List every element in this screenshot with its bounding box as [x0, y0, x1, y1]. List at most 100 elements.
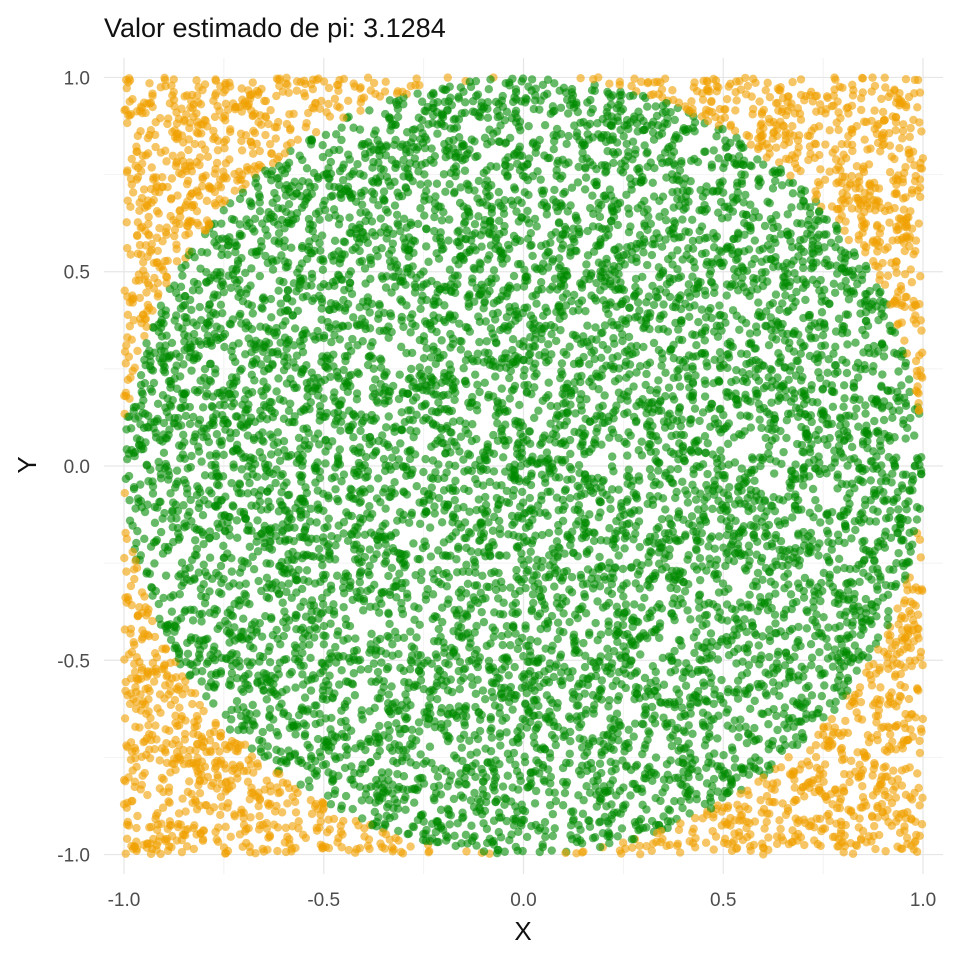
point-inside-circle	[472, 435, 480, 443]
point-outside-circle	[171, 696, 179, 704]
point-inside-circle	[408, 349, 416, 357]
point-inside-circle	[815, 648, 823, 656]
point-inside-circle	[179, 431, 187, 439]
point-outside-circle	[710, 845, 718, 853]
point-inside-circle	[705, 554, 713, 562]
point-inside-circle	[485, 251, 493, 259]
point-inside-circle	[227, 715, 235, 723]
point-outside-circle	[732, 96, 740, 104]
point-inside-circle	[396, 664, 404, 672]
point-inside-circle	[530, 414, 538, 422]
point-inside-circle	[800, 248, 808, 256]
point-inside-circle	[256, 207, 264, 215]
point-inside-circle	[678, 478, 686, 486]
point-inside-circle	[175, 294, 183, 302]
point-inside-circle	[396, 295, 404, 303]
point-outside-circle	[859, 88, 867, 96]
point-inside-circle	[566, 494, 574, 502]
point-inside-circle	[401, 579, 409, 587]
point-inside-circle	[496, 525, 504, 533]
point-inside-circle	[878, 370, 886, 378]
point-inside-circle	[476, 653, 484, 661]
point-inside-circle	[491, 372, 499, 380]
point-inside-circle	[844, 251, 852, 259]
point-inside-circle	[764, 449, 772, 457]
point-inside-circle	[573, 701, 581, 709]
point-inside-circle	[259, 392, 267, 400]
point-inside-circle	[823, 369, 831, 377]
point-inside-circle	[427, 552, 435, 560]
point-outside-circle	[336, 103, 344, 111]
point-inside-circle	[514, 608, 522, 616]
point-outside-circle	[916, 536, 924, 544]
point-inside-circle	[837, 282, 845, 290]
point-inside-circle	[622, 600, 630, 608]
point-inside-circle	[624, 428, 632, 436]
point-inside-circle	[518, 673, 526, 681]
point-inside-circle	[671, 666, 679, 674]
point-inside-circle	[316, 246, 324, 254]
point-inside-circle	[892, 559, 900, 567]
point-inside-circle	[831, 289, 839, 297]
point-inside-circle	[885, 565, 893, 573]
point-inside-circle	[794, 671, 802, 679]
point-outside-circle	[136, 127, 144, 135]
point-outside-circle	[133, 812, 141, 820]
point-inside-circle	[543, 210, 551, 218]
point-inside-circle	[765, 653, 773, 661]
point-inside-circle	[469, 593, 477, 601]
point-inside-circle	[175, 441, 183, 449]
point-inside-circle	[420, 196, 428, 204]
point-outside-circle	[123, 166, 131, 174]
point-inside-circle	[473, 152, 481, 160]
point-inside-circle	[265, 365, 273, 373]
point-inside-circle	[420, 759, 428, 767]
point-inside-circle	[456, 735, 464, 743]
point-inside-circle	[618, 824, 626, 832]
point-inside-circle	[132, 539, 140, 547]
point-inside-circle	[366, 308, 374, 316]
point-outside-circle	[889, 786, 897, 794]
point-inside-circle	[495, 828, 503, 836]
point-inside-circle	[353, 160, 361, 168]
point-inside-circle	[409, 539, 417, 547]
point-inside-circle	[668, 188, 676, 196]
point-inside-circle	[632, 490, 640, 498]
point-outside-circle	[906, 124, 914, 132]
point-inside-circle	[713, 734, 721, 742]
point-outside-circle	[141, 700, 149, 708]
point-outside-circle	[163, 183, 171, 191]
point-inside-circle	[377, 356, 385, 364]
point-inside-circle	[458, 743, 466, 751]
point-inside-circle	[661, 392, 669, 400]
point-outside-circle	[249, 149, 257, 157]
point-inside-circle	[799, 481, 807, 489]
point-inside-circle	[758, 632, 766, 640]
point-inside-circle	[198, 677, 206, 685]
point-inside-circle	[852, 404, 860, 412]
point-outside-circle	[756, 796, 764, 804]
point-inside-circle	[713, 556, 721, 564]
point-inside-circle	[358, 761, 366, 769]
point-inside-circle	[799, 735, 807, 743]
point-inside-circle	[597, 769, 605, 777]
point-outside-circle	[344, 97, 352, 105]
point-inside-circle	[666, 410, 674, 418]
point-outside-circle	[630, 75, 638, 83]
point-outside-circle	[326, 825, 334, 833]
point-outside-circle	[291, 798, 299, 806]
point-outside-circle	[892, 269, 900, 277]
point-outside-circle	[326, 112, 334, 120]
point-inside-circle	[501, 848, 509, 856]
point-inside-circle	[566, 750, 574, 758]
point-inside-circle	[385, 690, 393, 698]
point-inside-circle	[764, 606, 772, 614]
point-inside-circle	[899, 536, 907, 544]
point-outside-circle	[126, 373, 134, 381]
point-inside-circle	[620, 608, 628, 616]
point-inside-circle	[178, 559, 186, 567]
point-inside-circle	[292, 611, 300, 619]
point-inside-circle	[825, 517, 833, 525]
point-inside-circle	[150, 559, 158, 567]
point-inside-circle	[472, 646, 480, 654]
